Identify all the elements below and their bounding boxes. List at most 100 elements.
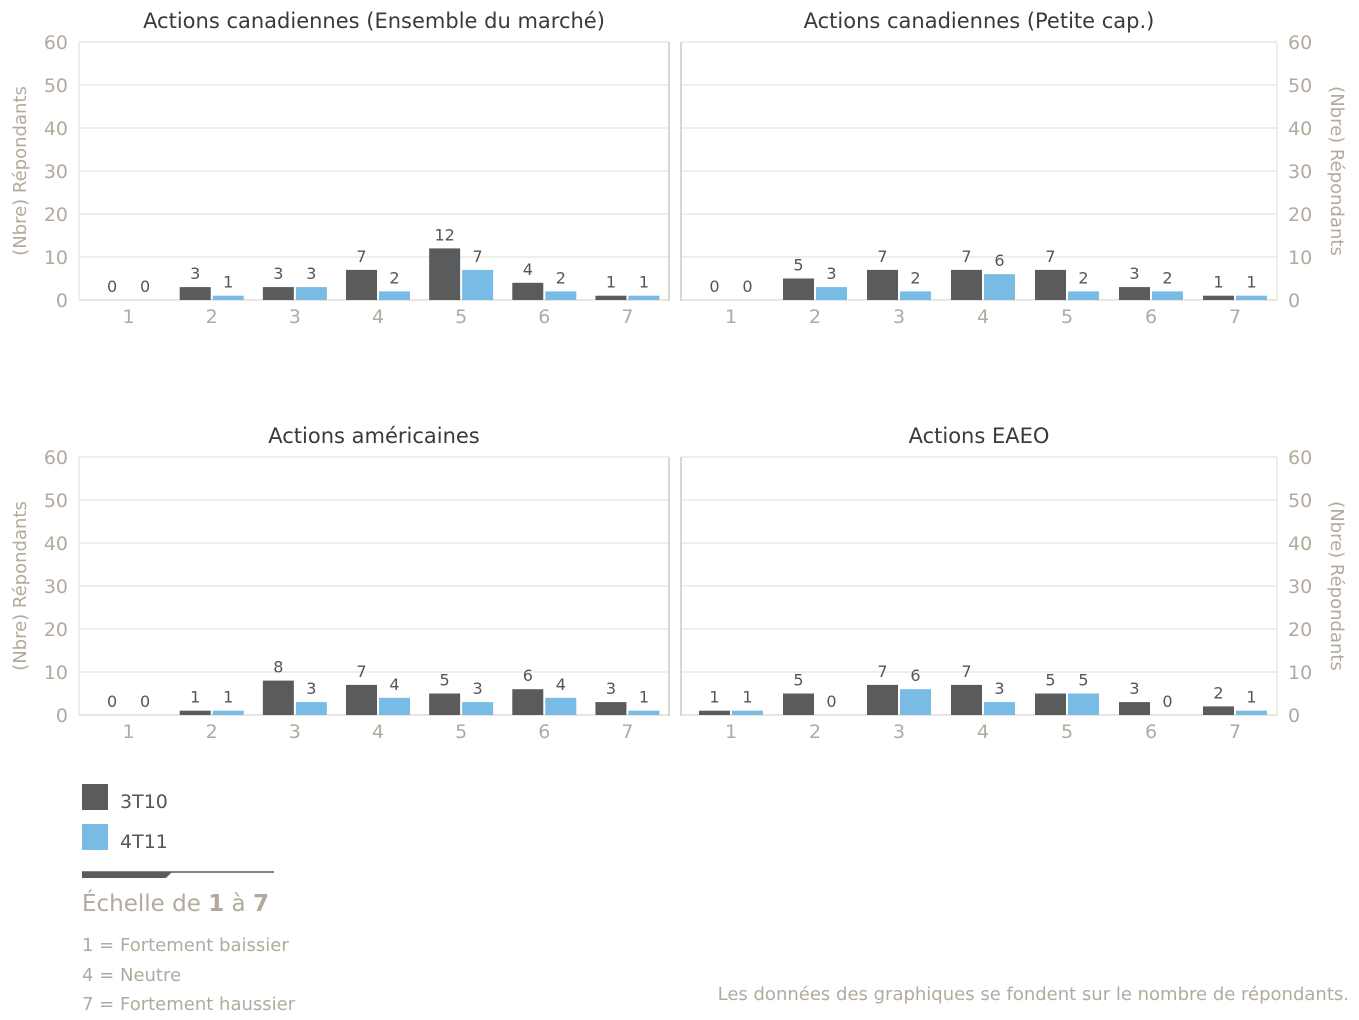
panel-1-data-label-3t10: 12 xyxy=(434,225,454,244)
panel-3-y-tick-label: 0 xyxy=(56,705,68,727)
panel-2-x-tick-label: 5 xyxy=(1061,306,1073,328)
legend-item-3t10: 3T10 xyxy=(82,784,168,813)
panel-3-data-label-3t10: 7 xyxy=(356,662,366,681)
panel-4-data-label-4t11: 0 xyxy=(1162,692,1172,711)
panel-1-x-tick-label: 2 xyxy=(206,306,218,328)
panel-3-bar-4t11 xyxy=(295,702,327,715)
panel-3-data-label-4t11: 4 xyxy=(556,675,566,694)
panel-2-bar-4t11 xyxy=(900,291,931,300)
panel-2-data-label-4t11: 2 xyxy=(1078,268,1088,287)
panel-4-data-label-4t11: 3 xyxy=(994,679,1004,698)
panel-4-bar-3t10 xyxy=(783,693,814,715)
panel-1-bar-4t11 xyxy=(379,291,410,300)
panel-2-data-label-4t11: 3 xyxy=(826,264,836,283)
panel-1-data-label-4t11: 0 xyxy=(140,277,150,296)
panel-2-y-tick-label: 20 xyxy=(1288,204,1312,226)
panel-2-data-label-3t10: 7 xyxy=(1045,247,1055,266)
panel-1-bar-4t11 xyxy=(295,287,327,300)
scale-divider xyxy=(82,871,274,878)
scale-line-1: 1 = Fortement baissier xyxy=(82,935,289,956)
panel-1-bar-4t11 xyxy=(628,295,660,300)
panel-4-y-axis-label: (Nbre) Répondants xyxy=(1326,501,1347,671)
panel-1-data-label-3t10: 1 xyxy=(606,273,616,292)
legend-item-4t11: 4T11 xyxy=(82,824,168,853)
panel-2-bar-3t10 xyxy=(1119,287,1150,300)
panel-3-data-label-4t11: 0 xyxy=(140,692,150,711)
panel-4-x-tick-label: 3 xyxy=(893,721,905,743)
panel-4-bar-4t11 xyxy=(732,710,763,715)
panel-1-x-tick-label: 5 xyxy=(455,306,467,328)
panel-1-bar-4t11 xyxy=(545,291,577,300)
scale-line-7: 7 = Fortement haussier xyxy=(82,994,296,1015)
panel-1-x-tick-label: 4 xyxy=(372,306,384,328)
panel-3-bar-4t11 xyxy=(545,697,577,715)
panel-3-data-label-3t10: 8 xyxy=(273,658,283,677)
panel-3-title: Actions américaines xyxy=(268,424,480,448)
panel-4-y-tick-label: 40 xyxy=(1288,533,1312,555)
panel-3-x-tick-label: 6 xyxy=(538,721,550,743)
panel-3-y-tick-label: 50 xyxy=(44,490,68,512)
panel-2-bar-3t10 xyxy=(1035,269,1066,300)
panel-2-data-label-4t11: 2 xyxy=(910,268,920,287)
panel-3-data-label-3t10: 5 xyxy=(440,671,450,690)
panel-4-bar-4t11 xyxy=(984,702,1015,715)
scale-title: Échelle de 1 à 7 xyxy=(82,891,269,917)
panel-4-bar-3t10 xyxy=(951,684,982,715)
panel-1-y-axis-label: (Nbre) Répondants xyxy=(10,86,31,256)
panel-1-x-tick-label: 6 xyxy=(538,306,550,328)
panel-1-bar-3t10 xyxy=(595,295,627,300)
panel-4-y-tick-label: 60 xyxy=(1288,447,1312,469)
panel-2-data-label-3t10: 7 xyxy=(961,247,971,266)
panel-3-y-tick-label: 30 xyxy=(44,576,68,598)
panel-1-bar-3t10 xyxy=(429,248,461,300)
panel-2-data-label-3t10: 3 xyxy=(1129,264,1139,283)
panel-3-x-tick-label: 2 xyxy=(206,721,218,743)
panel-3-y-axis-label: (Nbre) Répondants xyxy=(10,501,31,671)
panel-4-bar-4t11 xyxy=(900,689,931,715)
panel-2-data-label-4t11: 0 xyxy=(742,277,752,296)
panel-1-x-tick-label: 1 xyxy=(123,306,135,328)
panel-2-data-label-4t11: 1 xyxy=(1246,273,1256,292)
panel-1-data-label-4t11: 2 xyxy=(389,268,399,287)
panel-4-y-tick-label: 50 xyxy=(1288,490,1312,512)
panel-4-data-label-3t10: 5 xyxy=(1045,671,1055,690)
legend: 3T10 4T11 xyxy=(82,784,168,864)
panel-4-x-tick-label: 7 xyxy=(1229,721,1241,743)
panel-4-x-tick-label: 2 xyxy=(809,721,821,743)
panel-4-bar-3t10 xyxy=(867,684,898,715)
panel-1-y-tick-label: 0 xyxy=(56,290,68,312)
panel-2-x-tick-label: 2 xyxy=(809,306,821,328)
panel-2-data-label-4t11: 2 xyxy=(1162,268,1172,287)
panel-1-x-tick-label: 3 xyxy=(289,306,301,328)
panel-2-data-label-4t11: 6 xyxy=(994,251,1004,270)
panel-4-data-label-4t11: 1 xyxy=(742,688,752,707)
panel-2-bar-3t10 xyxy=(951,269,982,300)
panel-1-data-label-4t11: 7 xyxy=(473,247,483,266)
panel-4-data-label-4t11: 0 xyxy=(826,692,836,711)
panel-3-data-label-3t10: 0 xyxy=(107,692,117,711)
panel-3-bar-3t10 xyxy=(512,689,544,715)
panel-4-data-label-3t10: 1 xyxy=(709,688,719,707)
panel-1-y-tick-label: 60 xyxy=(44,32,68,54)
panel-2-bar-3t10 xyxy=(867,269,898,300)
panel-3-data-label-4t11: 1 xyxy=(639,688,649,707)
panel-3-bar-3t10 xyxy=(346,684,377,715)
panel-4-data-label-3t10: 7 xyxy=(961,662,971,681)
scale-legend: Échelle de 1 à 7 1 = Fortement baissier … xyxy=(82,889,295,1020)
panel-3-bar-4t11 xyxy=(628,710,660,715)
legend-label-3t10: 3T10 xyxy=(120,791,168,813)
panel-4-y-tick-label: 10 xyxy=(1288,662,1312,684)
panel-3-x-tick-label: 5 xyxy=(455,721,467,743)
panel-4-x-tick-label: 6 xyxy=(1145,721,1157,743)
panel-4-bar-3t10 xyxy=(699,710,730,715)
panel-3-data-label-3t10: 3 xyxy=(606,679,616,698)
panel-4-bar-4t11 xyxy=(1236,710,1267,715)
panel-3-bar-4t11 xyxy=(212,710,244,715)
panel-1-x-tick-label: 7 xyxy=(621,306,633,328)
panel-4-data-label-3t10: 3 xyxy=(1129,679,1139,698)
panel-1-bar-4t11 xyxy=(212,295,244,300)
panel-1-y-tick-label: 50 xyxy=(44,75,68,97)
panel-4-bar-4t11 xyxy=(1068,693,1099,715)
panel-2-x-tick-label: 7 xyxy=(1229,306,1241,328)
panel-1-bar-3t10 xyxy=(512,282,544,300)
